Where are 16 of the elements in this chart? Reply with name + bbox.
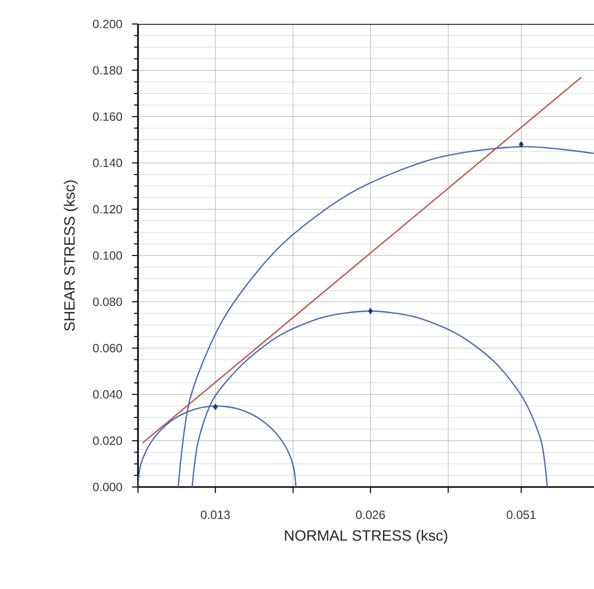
y-tick-label: 0.180 <box>93 66 122 75</box>
y-tick-label: 0.080 <box>93 298 122 306</box>
y-tick-label: 0.040 <box>93 390 122 399</box>
x-tick-label: 0.013 <box>200 510 230 519</box>
x-tick-label: 0.026 <box>356 510 385 519</box>
y-tick-label: 0.100 <box>93 251 122 260</box>
y-tick-label: 0.060 <box>93 344 122 352</box>
y-tick-label: 0.140 <box>93 158 122 168</box>
y-axis-title: SHEAR STRESS (ksc) <box>64 180 78 331</box>
y-tick-label: 0.020 <box>93 436 122 445</box>
y-tick-label: 0.120 <box>93 204 122 214</box>
y-tick-label: 0.000 <box>93 482 122 492</box>
y-tick-label: 0.200 <box>93 20 122 28</box>
x-tick-label: 0.051 <box>506 510 536 519</box>
x-axis-title: NORMAL STRESS (ksc) <box>285 530 448 544</box>
y-tick-label: 0.160 <box>93 112 122 121</box>
